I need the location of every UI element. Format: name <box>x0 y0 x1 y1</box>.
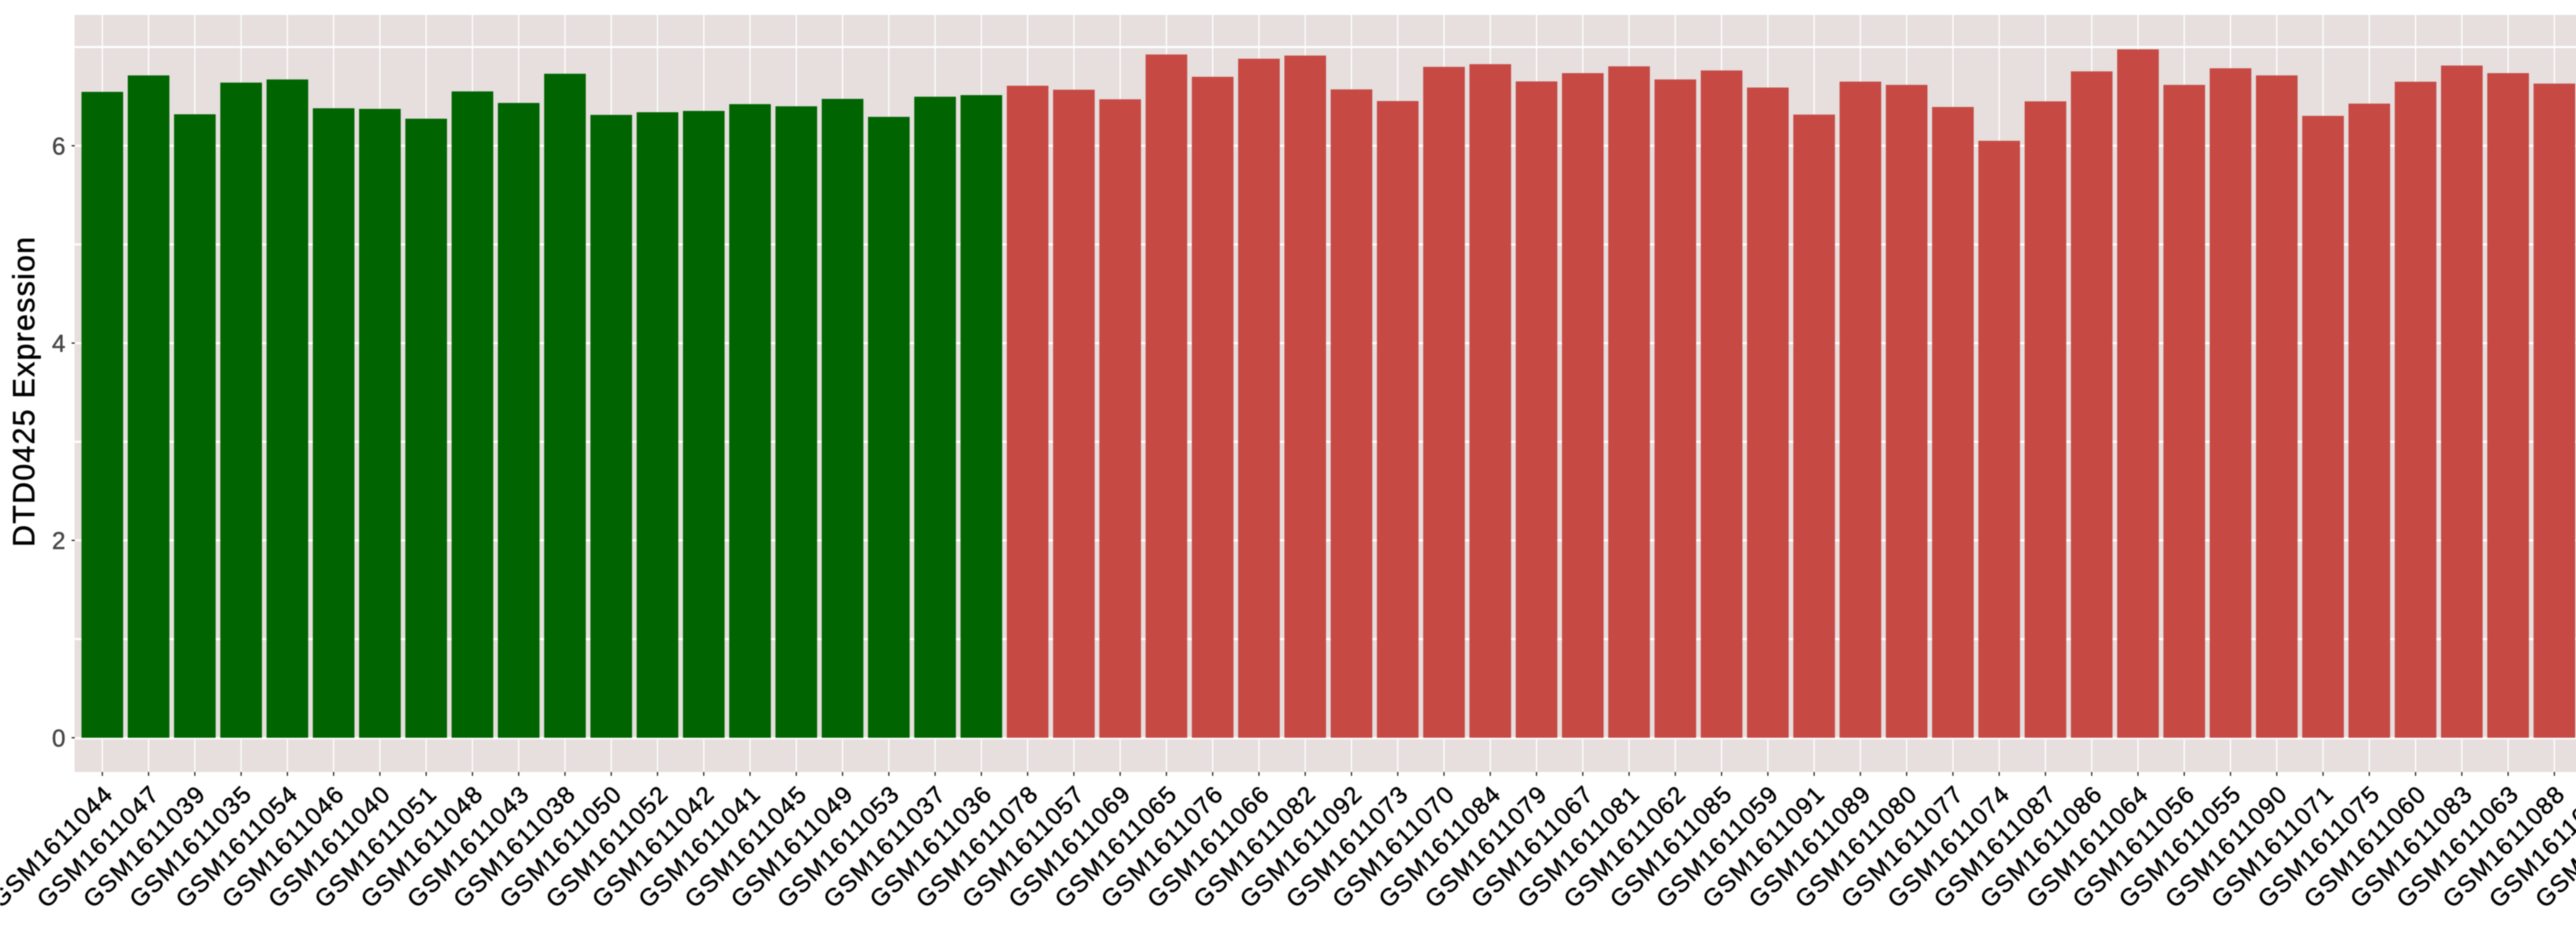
svg-text:6: 6 <box>52 132 65 160</box>
svg-text:0: 0 <box>52 724 65 751</box>
svg-text:4: 4 <box>52 330 65 357</box>
svg-text:2: 2 <box>52 527 65 554</box>
svg-text:DTD0425 Expression: DTD0425 Expression <box>7 237 41 547</box>
